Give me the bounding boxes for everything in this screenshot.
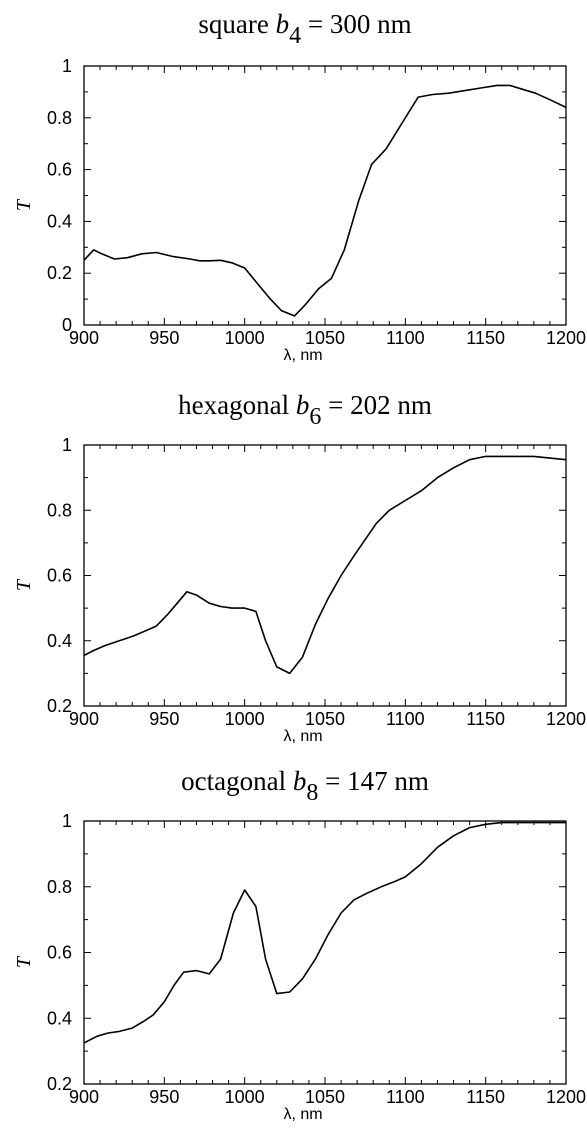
x-tick-label: 1150 [466, 328, 505, 348]
y-tick-label: 0.8 [47, 500, 72, 520]
x-tick-label: 1000 [225, 709, 265, 729]
title-subscript: 6 [309, 404, 321, 430]
x-axis-label: λ, nm [283, 347, 322, 364]
plot-frame [83, 820, 567, 1085]
chart-title: octagonal b8 = 147 nm [181, 766, 429, 806]
title-suffix: = 147 nm [318, 766, 428, 796]
y-tick-label: 0 [62, 315, 72, 335]
x-tick-label: 1200 [546, 328, 586, 348]
x-tick-label: 1150 [466, 1087, 505, 1107]
x-tick-label: 1100 [386, 709, 425, 729]
x-tick-label: 950 [149, 328, 179, 348]
transmission-curve [83, 455, 567, 675]
x-axis-label: λ, nm [283, 1106, 322, 1123]
transmission-curve [83, 84, 567, 317]
x-axis-label: λ, nm [283, 728, 322, 745]
title-subscript: 4 [289, 23, 301, 49]
x-tick-label: 1000 [225, 1087, 265, 1107]
title-suffix: = 300 nm [301, 9, 411, 39]
x-tick-label: 1100 [386, 1087, 425, 1107]
x-tick-label: 1050 [305, 709, 345, 729]
y-tick-label: 1 [62, 811, 72, 831]
y-axis-label: T [13, 198, 35, 211]
y-tick-label: 0.2 [47, 1074, 72, 1094]
x-tick-label: 1050 [305, 1087, 345, 1107]
y-axis-label: T [13, 578, 35, 591]
title-symbol: b [276, 9, 290, 39]
chart-panel-1: square b4 = 300 nm 900 950 1000 1050 1100 1150… [13, 9, 586, 364]
x-tick-label: 900 [69, 709, 99, 729]
y-tick-label: 0.2 [47, 696, 72, 716]
y-tick-label: 0.6 [47, 943, 72, 963]
y-tick-label: 1 [62, 56, 72, 76]
title-prefix: hexagonal [178, 390, 296, 420]
y-tick-label: 1 [62, 435, 72, 455]
plot-frame [83, 65, 567, 326]
title-subscript: 8 [306, 780, 318, 806]
title-prefix: square [198, 9, 275, 39]
y-axis-label: T [13, 955, 35, 968]
title-symbol: b [296, 390, 310, 420]
y-tick-label: 0.4 [47, 1008, 72, 1028]
x-tick-label: 1100 [386, 328, 425, 348]
title-symbol: b [293, 766, 307, 796]
x-tick-label: 950 [149, 1087, 179, 1107]
title-suffix: = 202 nm [321, 390, 431, 420]
x-tick-label: 900 [69, 1087, 99, 1107]
chart-panel-3: octagonal b8 = 147 nm 900 950 1000 1050 1100 1… [13, 766, 586, 1123]
x-tick-label: 1150 [466, 709, 505, 729]
y-tick-label: 0.8 [47, 877, 72, 897]
x-tick-label: 950 [149, 709, 179, 729]
title-prefix: octagonal [181, 766, 293, 796]
plot-frame [83, 444, 567, 707]
chart-panel-2: hexagonal b6 = 202 nm 900 950 1000 1050 1100 1… [13, 390, 586, 745]
y-tick-label: 0.2 [47, 263, 72, 283]
y-tick-label: 0.6 [47, 160, 72, 180]
y-tick-label: 0.4 [47, 631, 72, 651]
y-tick-label: 0.4 [47, 211, 72, 231]
y-tick-label: 0.6 [47, 566, 72, 586]
y-tick-label: 0.8 [47, 108, 72, 128]
x-tick-label: 1200 [546, 1087, 586, 1107]
x-tick-label: 900 [69, 328, 99, 348]
x-tick-label: 1050 [305, 328, 345, 348]
chart-title: square b4 = 300 nm [198, 9, 411, 49]
x-tick-label: 1200 [546, 709, 586, 729]
transmission-curve [83, 821, 566, 1044]
chart-title: hexagonal b6 = 202 nm [178, 390, 432, 430]
x-tick-label: 1000 [225, 328, 265, 348]
